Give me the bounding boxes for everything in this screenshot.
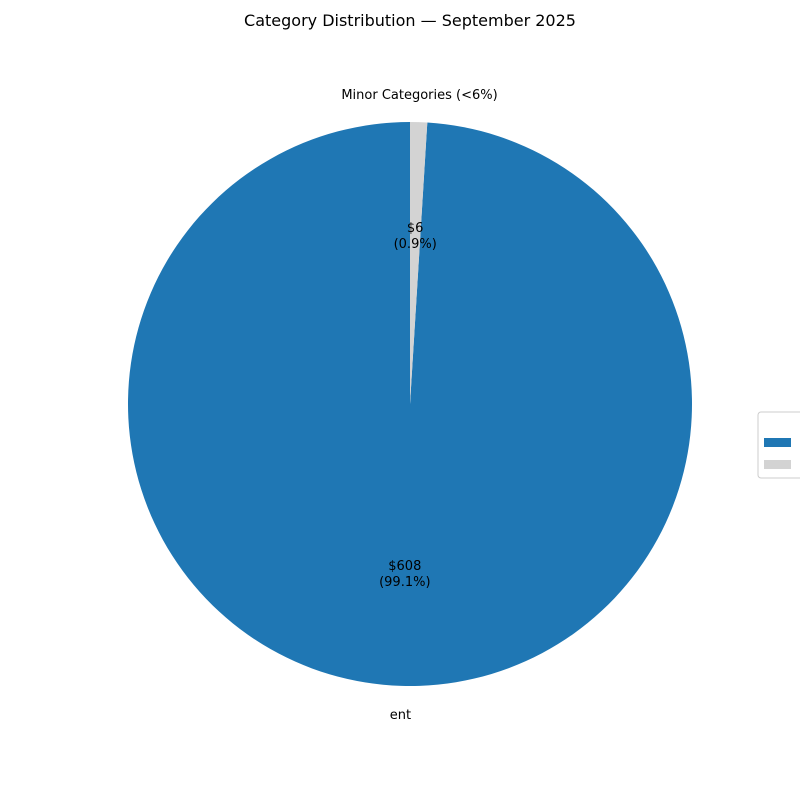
legend-swatch-2 — [764, 460, 791, 469]
pie-value-label-2: $6 (0.9%) — [394, 221, 437, 252]
pie-outer-label-1: ent — [390, 708, 411, 723]
pie-slice-2 — [410, 122, 428, 404]
pie-labels: ent $608 (99.1%) Minor Categories (<6%) $6 (0… — [341, 88, 497, 723]
chart-title: Category Distribution — September 2025 — [244, 11, 576, 30]
legend — [757, 411, 800, 479]
pie-value-label-1: $608 (99.1%) — [379, 559, 430, 590]
legend-swatch-1 — [764, 438, 791, 447]
pie-outer-label-2: Minor Categories (<6%) — [341, 88, 497, 103]
pie-slice-1 — [127, 122, 692, 686]
pie-slices — [127, 122, 692, 686]
